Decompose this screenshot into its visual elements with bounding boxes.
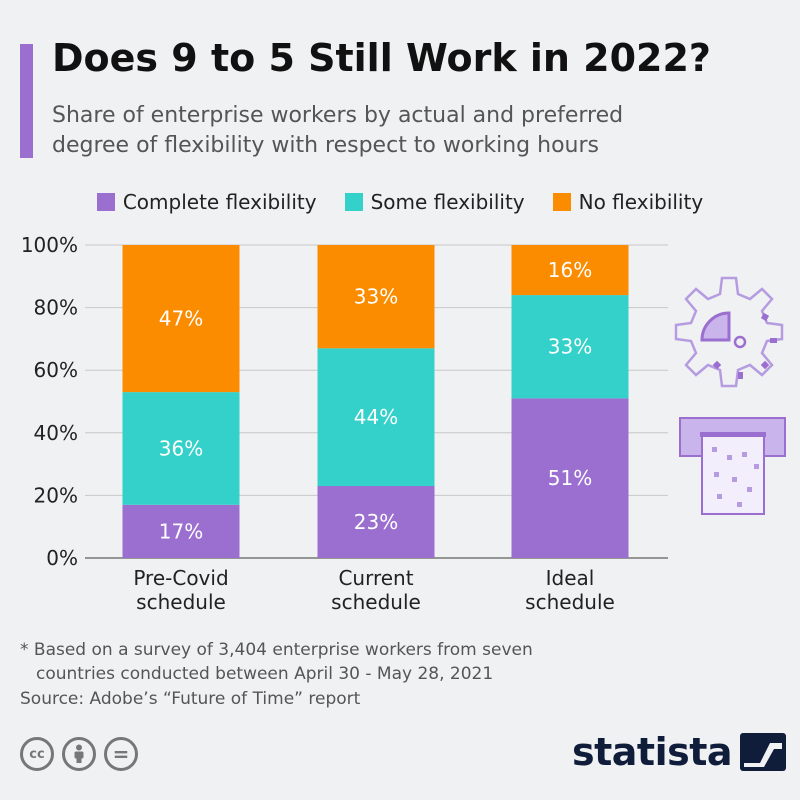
bar-segment-0-2 [122, 245, 240, 393]
page-title: Does 9 to 5 Still Work in 2022? [52, 36, 711, 80]
x-tick-label-2-1: schedule [525, 590, 615, 614]
legend-label-some: Some flexibility [370, 190, 525, 214]
bar-segment-2-1 [511, 295, 629, 399]
title-accent-bar [20, 44, 33, 158]
data-label-1-1: 44% [354, 405, 398, 429]
chart-legend: Complete flexibility Some flexibility No… [0, 187, 800, 217]
time-card-icon [679, 417, 786, 515]
person-icon [74, 744, 84, 763]
data-label-0-0: 17% [159, 519, 203, 543]
bar-segment-2-2 [511, 245, 629, 296]
legend-item-complete: Complete flexibility [96, 190, 317, 214]
data-label-1-0: 23% [354, 510, 398, 534]
x-tick-label-0-1: schedule [136, 590, 226, 614]
brand-name: statista [572, 730, 733, 774]
clock-icon [700, 311, 777, 379]
cc-icon[interactable]: cc [20, 737, 54, 771]
legend-swatch-complete [96, 193, 115, 211]
statista-logo-icon [740, 733, 787, 771]
data-label-2-0: 51% [548, 466, 592, 490]
x-tick-label-2-0: Ideal [546, 566, 595, 590]
y-tick-label-60: 60% [34, 358, 78, 382]
data-label-2-1: 33% [548, 335, 592, 359]
legend-label-complete: Complete flexibility [122, 190, 317, 214]
attribution-icon[interactable] [62, 737, 96, 771]
y-tick-label-0: 0% [46, 546, 78, 570]
legend-label-none: No flexibility [578, 190, 704, 214]
legend-item-some: Some flexibility [344, 190, 525, 214]
y-tick-label-40: 40% [34, 421, 78, 445]
x-tick-label-1-1: schedule [331, 590, 421, 614]
bar-segment-1-2 [317, 245, 435, 349]
y-tick-label-100: 100% [21, 233, 78, 257]
bar-segment-1-0 [317, 486, 435, 558]
license-icons: cc = [20, 737, 138, 771]
data-label-1-2: 33% [354, 285, 398, 309]
data-label-2-2: 16% [548, 258, 592, 282]
bar-segment-1-1 [317, 348, 435, 487]
data-label-0-1: 36% [159, 436, 203, 460]
x-tick-label-0-0: Pre-Covid [133, 566, 228, 590]
bar-segment-0-1 [122, 392, 240, 505]
subtitle-line-1: Share of enterprise workers by actual an… [52, 103, 624, 128]
no-derivatives-icon[interactable]: = [104, 737, 138, 771]
page-subtitle: Share of enterprise workers by actual an… [52, 101, 752, 161]
footnote-line-2: countries conducted between April 30 - M… [36, 664, 494, 684]
legend-swatch-some [344, 193, 363, 211]
y-tick-label-80: 80% [34, 296, 78, 320]
legend-swatch-none [552, 193, 571, 211]
bar-segment-0-0 [122, 504, 240, 558]
stacked-bar-chart: 0%20%40%60%80%100%17%36%47%Pre-Covidsche… [21, 233, 668, 614]
gear-clock-illustration [674, 276, 786, 515]
legend-item-none: No flexibility [552, 190, 704, 214]
source-text: Source: Adobe’s “Future of Time” report [20, 689, 361, 709]
data-label-0-2: 47% [159, 307, 203, 331]
x-tick-label-1-0: Current [338, 566, 413, 590]
footnote-line-1: * Based on a survey of 3,404 enterprise … [20, 640, 533, 660]
statista-logo[interactable]: statista [572, 730, 787, 774]
subtitle-line-2: degree of flexibility with respect to wo… [52, 133, 599, 158]
gear-icon [674, 276, 784, 388]
y-tick-label-20: 20% [34, 483, 78, 507]
bar-segment-2-0 [511, 398, 629, 558]
footnote: * Based on a survey of 3,404 enterprise … [20, 638, 700, 686]
